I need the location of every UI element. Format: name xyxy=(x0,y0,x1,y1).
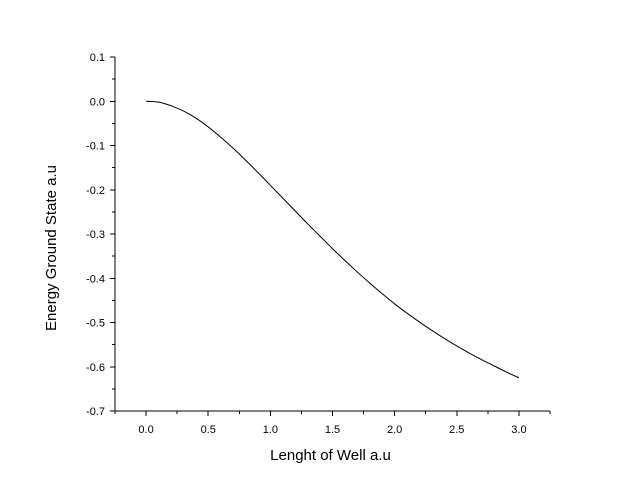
x-tick-label: 0.0 xyxy=(138,424,153,436)
x-tick-label: 1.0 xyxy=(263,424,278,436)
y-tick-label: -0.2 xyxy=(86,185,105,197)
x-axis-title: Lenght of Well a.u xyxy=(270,447,391,464)
tick-labels: 0.0 0.5 1.0 1.5 2.0 2.5 3.0 0.1 0.0 -0.1 -0.2 -0.3 -… xyxy=(86,52,527,436)
y-tick-label: -0.1 xyxy=(86,141,105,153)
axes xyxy=(114,57,550,412)
x-tick-label: 3.0 xyxy=(511,424,526,436)
y-tick-label: -0.7 xyxy=(86,406,105,418)
x-tick-label: 2.5 xyxy=(449,424,464,436)
y-tick-label: -0.3 xyxy=(86,229,105,241)
series-group xyxy=(146,100,520,379)
y-tick-label: -0.4 xyxy=(86,273,105,285)
y-axis-title: Energy Ground State a.u xyxy=(43,165,60,331)
x-tick-label: 1.5 xyxy=(325,424,340,436)
y-tick-label: 0.1 xyxy=(90,52,105,64)
y-tick-label: 0.0 xyxy=(90,96,105,108)
x-tick-label: 2.0 xyxy=(387,424,402,436)
y-tick-label: -0.6 xyxy=(86,362,105,374)
tick-marks xyxy=(110,56,551,416)
x-tick-label: 0.5 xyxy=(201,424,216,436)
series-line xyxy=(146,100,520,379)
y-tick-label: -0.5 xyxy=(86,318,105,330)
